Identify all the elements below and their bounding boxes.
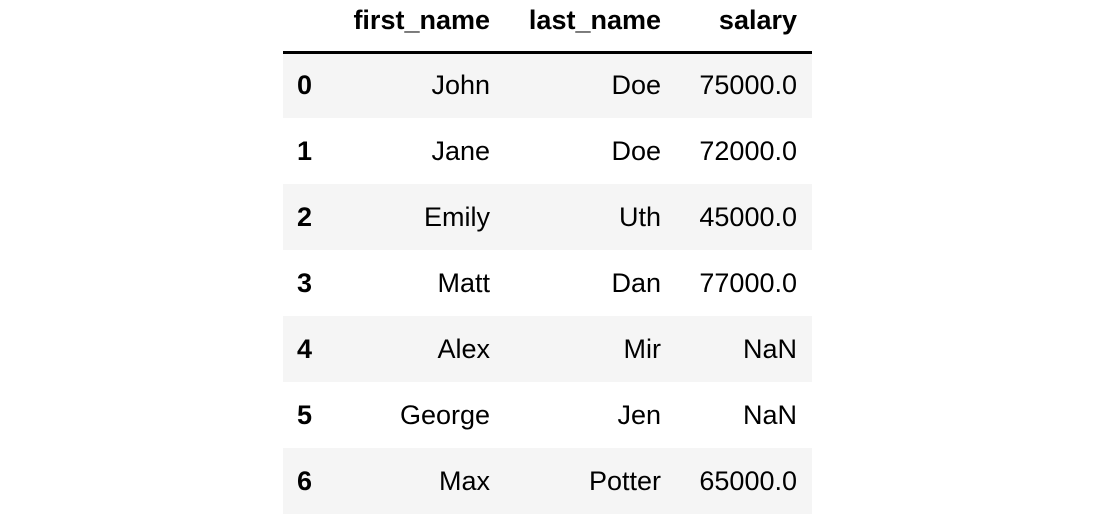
- table-row: 0 John Doe 75000.0: [283, 52, 812, 118]
- cell-first-name: Emily: [424, 201, 490, 232]
- cell-last-name: Potter: [588, 465, 661, 496]
- cell-salary: 72000.0: [699, 135, 797, 166]
- cell-last-name: Doe: [611, 135, 661, 166]
- header-last-name: last_name: [490, 0, 661, 54]
- cell-salary: 75000.0: [699, 70, 797, 101]
- cell-first-name: Jane: [431, 135, 490, 166]
- cell-salary: NaN: [742, 399, 797, 430]
- table-header: first_name last_name salary: [283, 0, 812, 54]
- table-body: 0 John Doe 75000.0 1 Jane Doe 72000.0 2 …: [283, 52, 812, 514]
- cell-last-name: Dan: [611, 267, 661, 298]
- row-index: 0: [297, 70, 313, 101]
- cell-salary: 77000.0: [699, 267, 797, 298]
- cell-first-name: John: [431, 70, 490, 101]
- cell-first-name: Max: [438, 465, 490, 496]
- table-row: 2 Emily Uth 45000.0: [283, 184, 812, 250]
- cell-last-name: Uth: [618, 201, 661, 232]
- row-index: 5: [297, 399, 313, 430]
- row-index: 6: [297, 465, 313, 496]
- table-row: 4 Alex Mir NaN: [283, 316, 812, 382]
- header-first-name: first_name: [343, 0, 490, 54]
- cell-last-name: Jen: [617, 399, 661, 430]
- table-row: 1 Jane Doe 72000.0: [283, 118, 812, 184]
- header-row: first_name last_name salary: [283, 0, 812, 54]
- cell-first-name: Alex: [437, 333, 490, 364]
- dataframe-table: first_name last_name salary 0 John Doe 7…: [283, 0, 812, 514]
- row-index: 2: [297, 201, 313, 232]
- table-row: 5 George Jen NaN: [283, 382, 812, 448]
- row-index: 1: [297, 135, 313, 166]
- cell-salary: 45000.0: [699, 201, 797, 232]
- cell-salary: 65000.0: [699, 465, 797, 496]
- cell-salary: NaN: [742, 333, 797, 364]
- table-row: 6 Max Potter 65000.0: [283, 448, 812, 514]
- table-row: 3 Matt Dan 77000.0: [283, 250, 812, 316]
- header-salary: salary: [661, 0, 812, 54]
- cell-last-name: Mir: [623, 333, 661, 364]
- cell-last-name: Doe: [611, 70, 661, 101]
- cell-first-name: George: [399, 399, 490, 430]
- row-index: 3: [297, 267, 313, 298]
- header-index: [283, 0, 343, 54]
- cell-first-name: Matt: [437, 267, 490, 298]
- row-index: 4: [297, 333, 313, 364]
